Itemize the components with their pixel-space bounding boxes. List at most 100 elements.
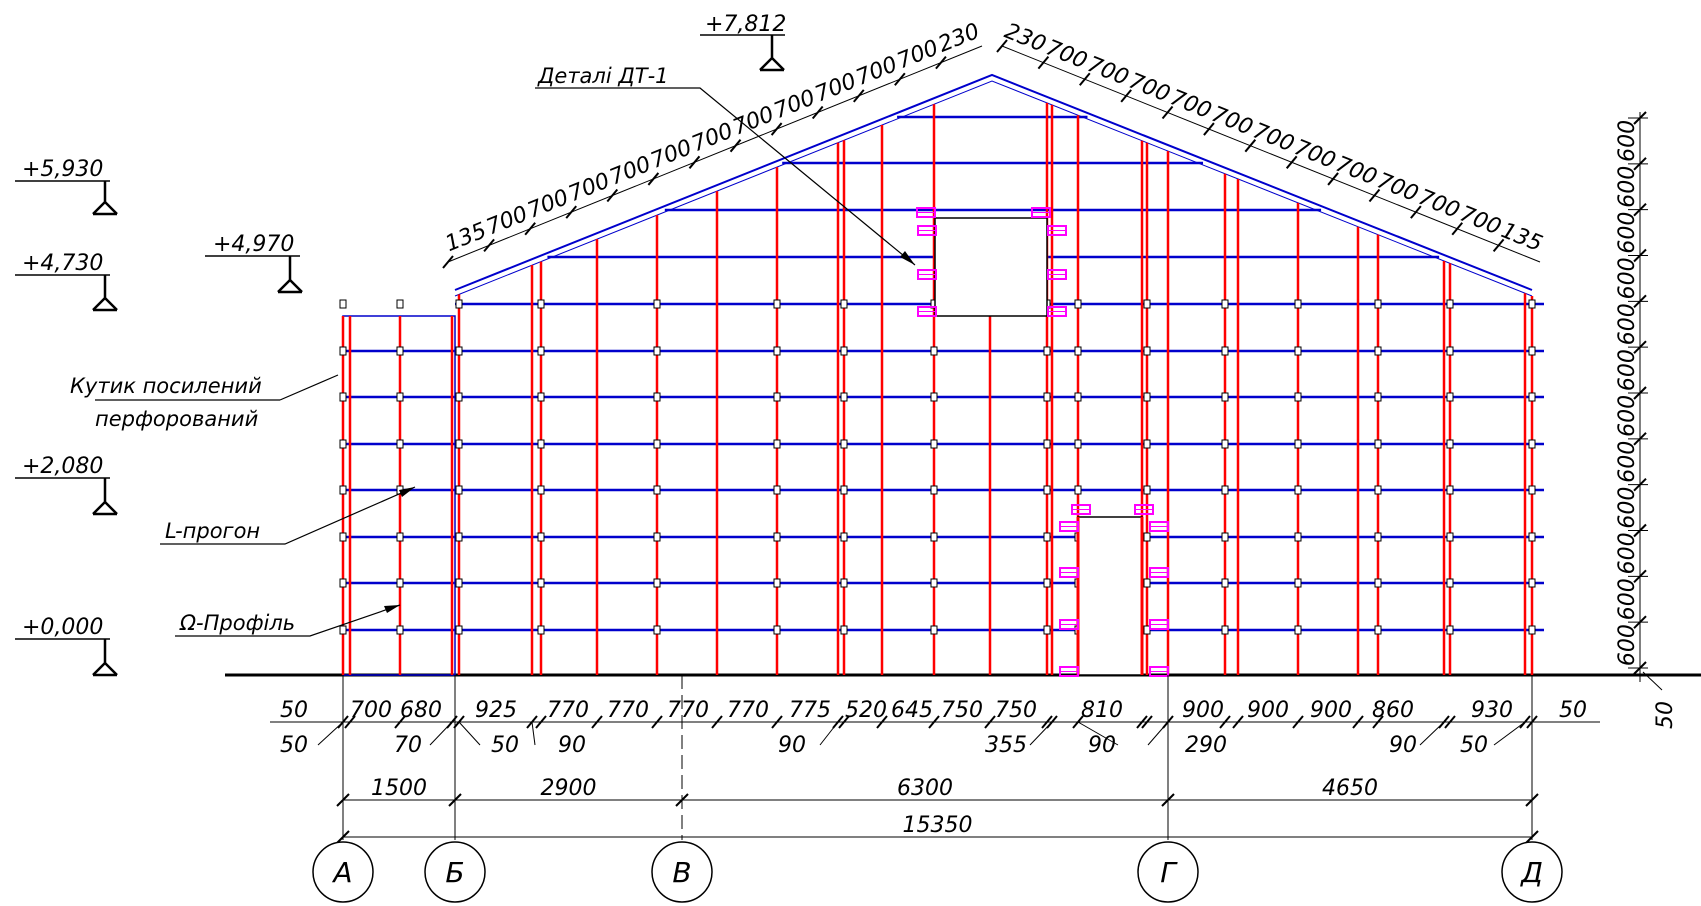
slope-dim-label: 700: [1332, 152, 1380, 191]
lower-leader: [531, 721, 536, 746]
lower-leader: [1419, 721, 1445, 746]
bottom-tick: [1292, 715, 1304, 729]
slope-tick: [894, 72, 906, 86]
clip: [1446, 532, 1454, 542]
clip: [396, 578, 404, 588]
slope-tick: [1244, 139, 1257, 153]
bottom-dim-lower-label: 90: [778, 733, 806, 758]
clip: [1043, 346, 1051, 356]
clip: [930, 439, 938, 449]
clip: [455, 625, 463, 635]
clip: [840, 299, 848, 309]
bottom-tick: [344, 715, 356, 729]
bottom-dim-upper-label: 750: [995, 698, 1037, 723]
lower-leader: [458, 721, 481, 746]
clip: [339, 346, 347, 356]
clip: [1143, 346, 1151, 356]
clip: [339, 532, 347, 542]
slope-tick: [1327, 172, 1339, 186]
axis-label: Г: [1160, 856, 1178, 889]
bottom-dim-upper-label: 900: [1247, 698, 1289, 723]
window-opening: [934, 217, 1048, 317]
clip: [455, 532, 463, 542]
clip: [537, 392, 545, 402]
slope-dim-label: 700: [771, 85, 819, 124]
elevation-label: +4,730: [22, 251, 103, 276]
clip: [1221, 346, 1229, 356]
clip: [653, 625, 661, 635]
slope-tick: [935, 55, 947, 70]
clip: [1221, 625, 1229, 635]
slope-dimline-left: [447, 45, 983, 263]
roof-line-inner: [454, 80, 1533, 297]
clip: [1143, 299, 1151, 309]
clip: [1446, 485, 1454, 495]
bottom-tick: [984, 715, 996, 729]
clip: [773, 346, 781, 356]
clip: [773, 532, 781, 542]
bottom-tick: [711, 715, 723, 729]
note-omega-label: Ω-Профіль: [179, 611, 295, 635]
door-opening: [1077, 516, 1143, 676]
bottom-tick: [1444, 715, 1456, 729]
clip: [396, 439, 404, 449]
clip: [1043, 578, 1051, 588]
clip: [537, 532, 545, 542]
clip: [1221, 485, 1229, 495]
clip: [930, 392, 938, 402]
slope-dim-label: 700: [1456, 202, 1504, 241]
bottom-dim-upper-label: 645: [891, 698, 933, 723]
vertical-dim-label: 600: [1615, 578, 1640, 620]
elevation-mark-4730: +4,730: [15, 251, 118, 312]
clip: [455, 346, 463, 356]
clip: [840, 439, 848, 449]
clip: [537, 439, 545, 449]
clip: [1446, 299, 1454, 309]
slope-dim-label: 700: [565, 168, 613, 207]
elevation-label: +7,812: [705, 12, 786, 37]
bottom-dim-lower-label: 290: [1185, 733, 1227, 758]
lower-leader: [819, 721, 839, 746]
clip: [653, 439, 661, 449]
slope-tick: [565, 205, 577, 219]
clip: [1374, 346, 1382, 356]
clip: [1528, 625, 1536, 635]
slope-dim-label: 700: [1415, 185, 1463, 224]
vertical-dim-base: 50: [1653, 701, 1678, 729]
clip: [773, 392, 781, 402]
clip: [1221, 299, 1229, 309]
clip: [1074, 346, 1082, 356]
bottom-dim-upper-label: 520: [845, 698, 887, 723]
clip: [773, 625, 781, 635]
clip: [1374, 485, 1382, 495]
slope-dim-label: 700: [647, 135, 695, 174]
vertical-dims: 600 600 600 600 600 600 600 600 600 600 600 600 50: [1615, 111, 1678, 729]
clip: [1143, 439, 1151, 449]
slope-tick: [770, 122, 783, 136]
bottom-tick: [651, 715, 663, 729]
clip: [840, 625, 848, 635]
slope-dim-label: 700: [1167, 85, 1215, 124]
clip: [1074, 392, 1082, 402]
bottom-tick: [591, 715, 603, 729]
elevation-mark-0000: +0,000: [15, 615, 118, 677]
clip: [653, 485, 661, 495]
bottom-dim-upper-label: 50: [280, 698, 308, 723]
axis-label: В: [672, 856, 691, 889]
bottom-dim-lower-label: 90: [1088, 733, 1116, 758]
slope-tick: [1451, 222, 1463, 236]
vertical-dim-label: 600: [1615, 257, 1640, 299]
slope-tick: [483, 238, 495, 253]
clip: [396, 346, 404, 356]
clip: [455, 392, 463, 402]
note-omega-profile: Ω-Профіль: [175, 604, 401, 637]
slope-dim-label: 700: [483, 202, 531, 241]
clip: [1294, 392, 1302, 402]
clip: [1528, 578, 1536, 588]
clip: [840, 578, 848, 588]
slope-dim-label: 135: [442, 218, 490, 257]
clip: [537, 299, 545, 309]
clip: [1143, 392, 1151, 402]
clip: [653, 346, 661, 356]
clip: [773, 485, 781, 495]
